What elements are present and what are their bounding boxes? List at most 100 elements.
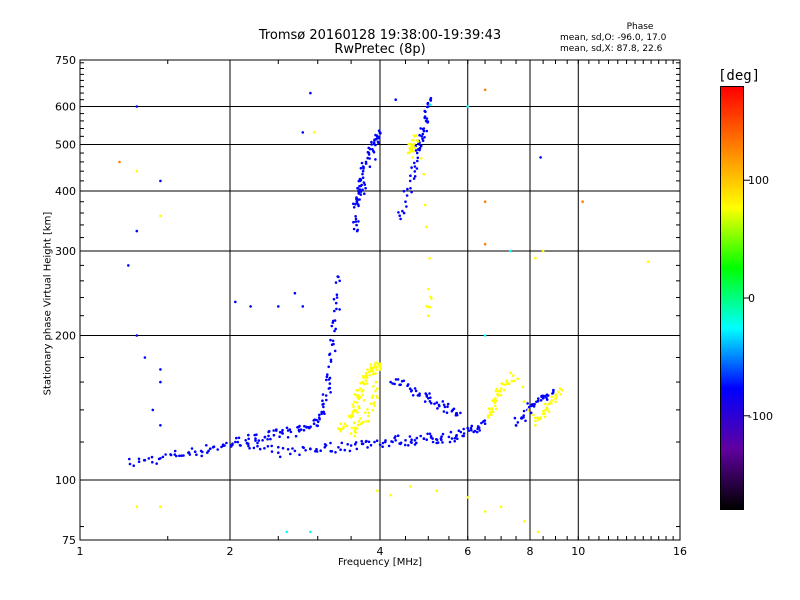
y-tick-label: 500 bbox=[55, 139, 76, 152]
data-point bbox=[435, 401, 439, 404]
data-point bbox=[132, 464, 135, 468]
data-point bbox=[200, 454, 203, 458]
data-point bbox=[367, 414, 370, 418]
data-point bbox=[127, 264, 130, 267]
data-point bbox=[302, 446, 306, 450]
data-point bbox=[362, 181, 366, 184]
data-point bbox=[539, 399, 543, 402]
data-point bbox=[137, 460, 141, 464]
data-point bbox=[381, 445, 384, 449]
data-point bbox=[480, 421, 483, 425]
data-point bbox=[368, 157, 371, 160]
stats-line-x: mean, sd,X: 87.8, 22.6 bbox=[560, 44, 663, 54]
data-point bbox=[389, 380, 392, 384]
stats-header: Phase bbox=[626, 22, 654, 32]
data-point bbox=[427, 314, 430, 318]
data-point bbox=[349, 432, 353, 435]
data-point bbox=[159, 368, 162, 371]
data-point bbox=[353, 393, 357, 396]
data-point bbox=[435, 438, 439, 442]
data-point bbox=[175, 454, 178, 458]
data-point bbox=[402, 211, 406, 215]
data-point bbox=[473, 429, 477, 433]
data-point bbox=[330, 324, 334, 328]
data-point bbox=[543, 394, 547, 398]
data-point bbox=[428, 432, 432, 436]
data-point bbox=[413, 146, 417, 149]
data-point bbox=[378, 368, 382, 371]
data-point bbox=[377, 136, 381, 140]
data-point bbox=[135, 334, 139, 337]
data-point bbox=[539, 156, 542, 159]
data-point bbox=[256, 441, 259, 445]
data-point bbox=[411, 394, 415, 397]
data-point bbox=[430, 297, 433, 300]
x-tick-label: 1 bbox=[77, 545, 84, 558]
chart-title: Tromsø 20160128 19:38:00-19:39:43 bbox=[258, 28, 502, 43]
data-point bbox=[557, 390, 560, 394]
data-point bbox=[361, 165, 365, 168]
data-point bbox=[394, 98, 398, 101]
data-point bbox=[297, 428, 301, 432]
data-point bbox=[155, 462, 158, 465]
data-point bbox=[537, 397, 540, 400]
data-point bbox=[293, 449, 297, 453]
data-point bbox=[356, 186, 360, 190]
colorbar-tick-label: 100 bbox=[748, 174, 769, 187]
y-tick-label: 300 bbox=[55, 245, 76, 258]
data-point bbox=[263, 435, 267, 439]
data-point bbox=[315, 418, 318, 422]
data-point bbox=[143, 356, 147, 359]
data-point bbox=[387, 444, 391, 448]
data-point bbox=[441, 432, 445, 436]
data-point bbox=[374, 372, 377, 375]
data-point bbox=[410, 438, 413, 442]
data-point bbox=[375, 439, 379, 443]
data-point bbox=[354, 409, 358, 412]
data-point bbox=[371, 369, 375, 373]
data-point bbox=[534, 256, 537, 260]
data-point bbox=[411, 145, 415, 149]
data-point bbox=[428, 257, 431, 260]
data-point bbox=[361, 442, 365, 446]
data-point bbox=[293, 291, 297, 295]
data-point bbox=[355, 401, 359, 404]
data-point bbox=[394, 378, 398, 381]
data-point bbox=[254, 437, 257, 440]
data-point bbox=[521, 385, 525, 389]
data-point bbox=[278, 435, 281, 439]
data-point bbox=[399, 383, 402, 387]
data-point bbox=[417, 142, 420, 145]
data-point bbox=[541, 249, 545, 253]
data-point bbox=[289, 430, 293, 434]
data-point bbox=[421, 137, 424, 141]
data-point bbox=[496, 394, 500, 397]
data-point bbox=[425, 120, 428, 123]
data-point bbox=[339, 448, 342, 452]
data-point bbox=[302, 428, 306, 432]
data-point bbox=[419, 434, 423, 438]
data-point bbox=[263, 447, 266, 450]
data-point bbox=[412, 138, 415, 142]
data-point bbox=[270, 444, 274, 448]
data-point bbox=[355, 196, 358, 199]
data-point bbox=[249, 305, 252, 308]
data-point bbox=[426, 101, 430, 105]
data-point bbox=[331, 339, 335, 343]
data-point bbox=[431, 440, 435, 444]
data-point bbox=[413, 165, 417, 168]
data-point bbox=[223, 444, 226, 447]
data-point bbox=[334, 281, 338, 284]
data-point bbox=[406, 187, 409, 191]
data-point bbox=[256, 444, 259, 448]
data-point bbox=[522, 400, 526, 403]
data-point bbox=[143, 458, 147, 462]
data-point bbox=[350, 426, 354, 430]
data-point bbox=[470, 424, 474, 428]
data-point bbox=[376, 387, 379, 391]
data-point bbox=[234, 440, 237, 444]
data-point bbox=[431, 437, 434, 440]
data-point bbox=[532, 405, 536, 408]
data-point bbox=[159, 179, 162, 183]
